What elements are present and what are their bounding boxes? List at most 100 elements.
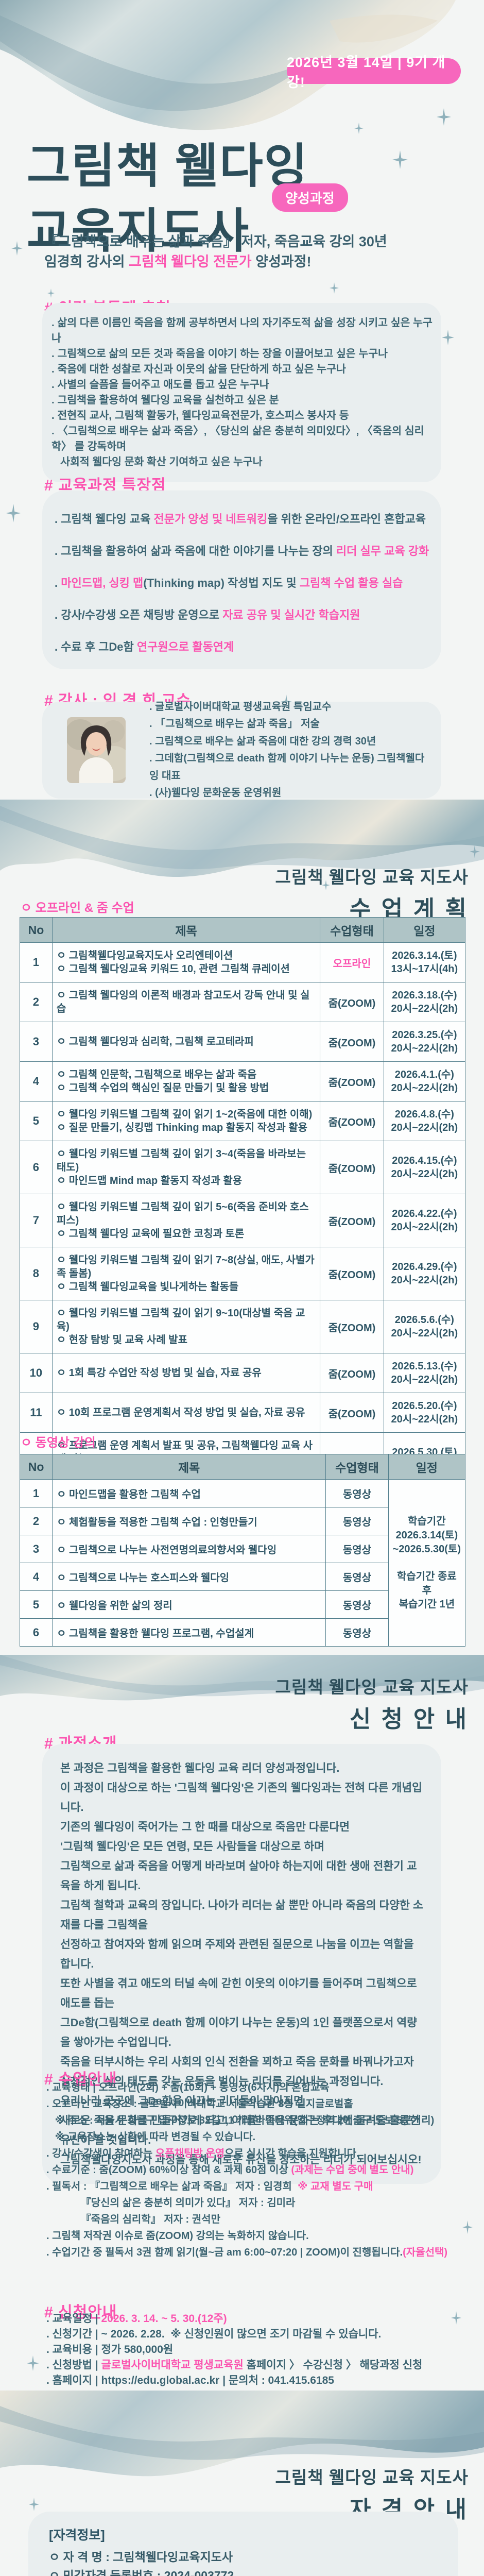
table-row: 1 ㅇ 그림책웰다잉교육지도사 오리엔테이션 ㅇ 그림책 웰다잉교육 키워드 10…: [20, 942, 466, 982]
date-line: 20시~22시(2h): [391, 1043, 458, 1054]
table-row: 6 ㅇ 그림책을 활용한 웰다잉 프로그램, 수업설계 동영상: [19, 1618, 465, 1647]
date-line: 2026.3.18.(수): [392, 990, 457, 1001]
list-item: . 죽음에 대한 성찰로 자신과 이웃의 삶을 단단하게 하고 싶은 누구나: [51, 363, 346, 375]
col-title: 제목: [51, 917, 321, 943]
course-intro-box: 본 과정은 그림책을 활용한 웰다잉 교육 리더 양성과정입니다. 이 과정이 …: [42, 1744, 441, 2184]
list-item: . 그림책 웰다잉 교육 전문가 양성 및 네트워킹을 위한 온라인/오프라인 …: [55, 513, 426, 526]
list-item: . 그림책으로 배우는 삶과 죽음에 대한 강의 경력 30년: [149, 735, 376, 747]
lesson-no: 3: [20, 1022, 53, 1062]
list-item: . 수료기준 : 줌(ZOOM) 60%이상 참여 & 과제 60점 이상 (과…: [46, 2164, 414, 2176]
lesson-mode: 오프라인: [320, 942, 384, 982]
table-row: 2 ㅇ 그림책 웰다잉의 이론적 배경과 참고도서 강독 안내 및 실습 줌(Z…: [20, 982, 466, 1022]
title-line: ㅇ 그림책 웰다잉과 심리학, 그림책 로고테라피: [56, 1036, 254, 1047]
title-line: ㅇ 마인드맵 Mind map 활동지 작성과 활용: [56, 1175, 243, 1187]
band-title: 그림책 웰다잉 교육 지도사: [275, 2468, 469, 2487]
video-schedule-cell: 학습기간 2026.3.14(토) ~2026.5.30(토) 학습기간 종료 …: [388, 1479, 466, 1647]
lesson-no: 4: [19, 1563, 53, 1591]
table-row: 6 ㅇ 웰다잉 키워드별 그림책 깊이 읽기 3~4(죽음을 바라보는 태도) ㅇ…: [20, 1141, 466, 1194]
title-line: ㅇ 웰다잉 키워드별 그림책 깊이 읽기 9~10(대상별 죽음 교육): [56, 1308, 305, 1332]
table-label-offline-zoom: ㅇ 오프라인 & 줌 수업: [21, 901, 134, 915]
table-row: 8 ㅇ 웰다잉 키워드별 그림책 깊이 읽기 7~8(상실, 애도, 사별가족 …: [20, 1247, 466, 1300]
list-item: . 필독서 : 『그림책으로 배우는 삶과 죽음』 저자 : 임경희 ※ 교재 …: [46, 2181, 373, 2192]
paragraph-line: 본 과정은 그림책을 활용한 웰다잉 교육 리더 양성과정입니다.: [60, 1762, 340, 1774]
lesson-mode: 줌(ZOOM): [320, 1194, 384, 1247]
spacer: [393, 1556, 461, 1570]
intro-line: 임경희 강사의 그림책 웰다잉 전문가 양성과정!: [44, 254, 312, 269]
paragraph-line: 죽음을 터부시하는 우리 사회의 인식 전환을 꾀하고 죽음 문화를 바꿔나가고…: [60, 2056, 414, 2068]
lesson-title: ㅇ 웰다잉 키워드별 그림책 깊이 읽기 3~4(죽음을 바라보는 태도) ㅇ 마…: [51, 1141, 321, 1194]
col-no: No: [19, 1454, 53, 1480]
table-row: 10 ㅇ 1회 특강 수업안 작성 방법 및 실습, 자료 공유 줌(ZOOM)…: [20, 1353, 466, 1393]
paragraph-line: 이 과정이 대상으로 하는 '그림책 웰다잉'은 기존의 웰다잉과는 전혀 다른…: [60, 1782, 422, 1814]
lesson-title: ㅇ 1회 특강 수업안 작성 방법 및 실습, 자료 공유: [51, 1353, 321, 1393]
sparkle-icon: [442, 330, 454, 345]
list-item: . 신청기간 | ~ 2026. 2.28. ※ 신청인원이 많으면 조기 마감…: [46, 2328, 382, 2340]
lesson-title: ㅇ 그림책 웰다잉과 심리학, 그림책 로고테라피: [51, 1022, 321, 1062]
lesson-no: 7: [20, 1194, 53, 1247]
list-item: . 강사/수강생 오픈 채팅방 운영으로 자료 공유 및 실시간 학습지원: [55, 608, 360, 621]
paragraph-line: 그림책 철학과 교육의 장입니다. 나아가 리더는 삶 뿐만 아니라 죽음의 다…: [60, 1899, 423, 1931]
instructor-credentials: . 글로벌사이버대학교 평생교육원 특임교수 . 「그림책으로 배우는 삶과 죽…: [149, 699, 426, 802]
section-divider-watercolor: 그림책 웰다잉 교육 지도사 수 업 계 획: [0, 800, 484, 922]
lesson-date: 2026.4.8.(수) 20시~22시(2h): [383, 1101, 466, 1141]
schedule-line: 2026.3.14(토): [395, 1529, 458, 1541]
course-type-badge: 양성과정: [272, 183, 348, 212]
title-line: ㅇ 그림책 웰다잉의 이론적 배경과 참고도서 강독 안내 및 실습: [56, 990, 310, 1014]
table-row: 2 ㅇ 체험활동을 적용한 그림책 수업 : 인형만들기 동영상: [19, 1507, 465, 1535]
opening-date-text: 2026년 3월 14일 | 9기 개강!: [287, 55, 446, 90]
lesson-no: 2: [20, 982, 53, 1022]
lesson-title: ㅇ 그림책으로 나누는 호스피스와 웰다잉: [52, 1563, 326, 1591]
schedule-line: 학습기간 종료 후: [396, 1570, 457, 1596]
list-item: . 교육비용 | 정가 580,000원: [46, 2344, 174, 2355]
lesson-date: 2026.4.15.(수) 20시~22시(2h): [383, 1141, 466, 1194]
list-item: . 강사/수강생이 참여하는 오픈채팅방 운영으로 실시간 학습을 지원합니다.: [46, 2148, 359, 2159]
schedule-line: ~2026.5.30(토): [392, 1543, 461, 1555]
table-row: 11 ㅇ 10회 프로그램 운영계획서 작성 방업 및 실습, 자료 공유 줌(…: [20, 1393, 466, 1433]
lesson-date: 2026.4.22.(수) 20시~22시(2h): [383, 1194, 466, 1247]
lesson-plan-table: No 제목 수업형태 일정 1 ㅇ 그림책웰다잉교육지도사 오리엔테이션 ㅇ 그림…: [20, 917, 466, 1486]
col-date: 일정: [383, 917, 466, 943]
class-info-list: . 교육형태 | 오프라인(2회) + 줌(10회) + 동영상(6차시)의 혼…: [46, 2079, 464, 2261]
paragraph-line: 실천적인 삶의 태도를 갖는 운동을 벌이는 리더를 길어내는 과정입니다.: [60, 2075, 384, 2088]
table-row: 5 ㅇ 웰다잉 키워드별 그림책 깊이 읽기 1~2(죽음에 대한 이해) ㅇ 질…: [20, 1101, 466, 1141]
band-title: 그림책 웰다잉 교육 지도사: [275, 1677, 469, 1697]
lesson-mode: 줌(ZOOM): [320, 1300, 384, 1353]
lesson-mode: 줌(ZOOM): [320, 1101, 384, 1141]
list-item: . 수업기간 중 필독서 3권 함께 읽기(월~금 am 6:00~07:20 …: [46, 2247, 448, 2258]
lesson-title: ㅇ 웰다잉 키워드별 그림책 깊이 읽기 1~2(죽음에 대한 이해) ㅇ 질문 …: [51, 1101, 321, 1141]
date-line: 2026.4.8.(수): [394, 1109, 454, 1120]
lesson-no: 4: [20, 1061, 53, 1101]
features-box: . 그림책 웰다잉 교육 전문가 양성 및 네트워킹을 위한 온라인/오프라인 …: [42, 490, 441, 669]
list-item: 『죽음의 심리학』 저자 : 권석만: [46, 2214, 220, 2225]
lesson-no: 5: [20, 1101, 53, 1141]
title-line: ㅇ 질문 만들기, 싱킹맵 Thinking map 활동지 작성과 활용: [56, 1122, 308, 1133]
table-label-video: ㅇ 동영상 강의: [21, 1436, 96, 1450]
date-line: 20시~22시(2h): [391, 1222, 458, 1233]
lesson-no: 6: [19, 1618, 53, 1647]
lesson-mode: 줌(ZOOM): [320, 1353, 384, 1393]
list-item: . 그림책 저작권 이슈로 줌(ZOOM) 강의는 녹화하지 않습니다.: [46, 2230, 309, 2242]
list-item: . 그림책을 활용하여 웰다잉 교육을 실천하고 싶은 분: [51, 394, 279, 406]
lesson-date: 2026.3.18.(수) 20시~22시(2h): [383, 982, 466, 1022]
paragraph-line: 그림책으로 삶과 죽음을 어떻게 바라보며 살아야 하는지에 대한 생애 전환기…: [60, 1860, 417, 1892]
table-row: 1 ㅇ 마인드맵을 활용한 그림책 수업 동영상 학습기간 2026.3.14(…: [19, 1479, 466, 1647]
lesson-mode: 줌(ZOOM): [320, 1393, 384, 1433]
apply-info-list: . 교육일정 | 2026. 3. 14. ~ 5. 30.(12주) . 신청…: [46, 2311, 464, 2388]
sparkle-icon: [27, 2355, 39, 2371]
section-heading-class-info: # 수업안내: [44, 2071, 117, 2088]
intro-line: 『그림책으로 배우는 삶과 죽음』 저자, 죽음교육 강의 30년: [44, 234, 387, 249]
date-line: 2026.3.25.(수): [392, 1029, 457, 1041]
lesson-title: ㅇ 웰다잉 키워드별 그림책 깊이 읽기 5~6(죽음 준비와 호스피스) ㅇ 그…: [51, 1194, 321, 1247]
lesson-mode: 동영상: [325, 1563, 389, 1591]
lesson-title: ㅇ 웰다잉을 위한 삶의 정리: [52, 1590, 326, 1619]
title-line: ㅇ 웰다잉 키워드별 그림책 깊이 읽기 5~6(죽음 준비와 호스피스): [56, 1201, 309, 1226]
lesson-mode: 동영상: [325, 1535, 389, 1563]
list-item: . 홈페이지 | https://edu.global.ac.kr | 문의처 …: [46, 2375, 334, 2386]
title-line: ㅇ 그림책 웰다잉교육 키워드 10, 관련 그림책 큐레이션: [56, 963, 290, 975]
schedule-line: 학습기간: [408, 1515, 446, 1527]
list-item: . 그데함(그림책으로 death 함께 이야기 나누는 운동) 그림책웰다잉 …: [149, 753, 425, 782]
paragraph-line: 또한 사별을 겪고 애도의 터널 속에 갇힌 이웃의 이야기를 들어주며 그림책…: [60, 1977, 420, 2009]
list-item: . 〈그림책으로 배우는 삶과 죽음〉, 〈당신의 삶은 충분히 의미있다〉, …: [51, 425, 424, 468]
lesson-title: ㅇ 10회 프로그램 운영계획서 작성 방업 및 실습, 자료 공유: [51, 1393, 321, 1433]
table-row: 9 ㅇ 웰다잉 키워드별 그림책 깊이 읽기 9~10(대상별 죽음 교육) ㅇ …: [20, 1300, 466, 1353]
